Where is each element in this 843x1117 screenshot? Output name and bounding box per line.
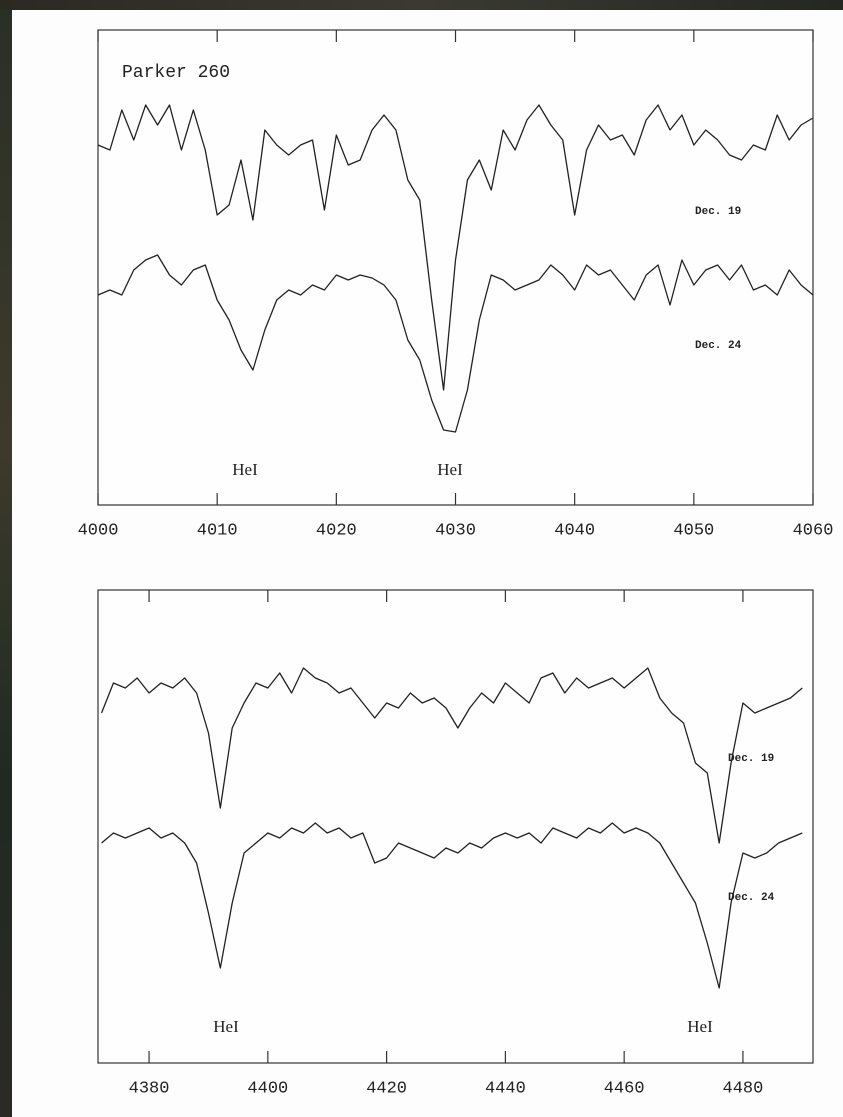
series-label: Dec. 24 [695,340,742,352]
x-tick-label: 4040 [554,521,595,540]
background-image [0,0,843,10]
series-label: Dec. 24 [728,892,775,904]
x-tick-label: 4380 [129,1079,170,1098]
plot-frame [97,29,814,506]
x-tick-label: 4440 [485,1079,526,1098]
x-tick-label: 4400 [247,1079,288,1098]
x-tick-label: 4030 [435,521,476,540]
annotation: HeI [437,460,463,479]
x-tick-label: 4010 [197,521,238,540]
annotation: HeI [213,1017,239,1036]
x-tick-label: 4420 [366,1079,407,1098]
chart-title: Parker 260 [122,63,230,83]
spectrum-line [97,254,814,433]
annotation: HeI [232,460,258,479]
x-tick-label: 4060 [793,521,834,540]
annotation: HeI [687,1017,713,1036]
x-tick-label: 4050 [673,521,714,540]
spectrum-line [100,667,803,844]
background-image [0,0,12,1117]
x-tick-label: 4460 [604,1079,645,1098]
series-label: Dec. 19 [695,206,741,218]
plot-frame [97,589,814,1064]
x-tick-label: 4020 [316,521,357,540]
spectrum-line [101,822,803,989]
x-tick-label: 4480 [723,1079,764,1098]
spectrum-line [97,104,814,391]
series-label: Dec. 19 [728,753,774,765]
x-tick-label: 4000 [78,521,119,540]
